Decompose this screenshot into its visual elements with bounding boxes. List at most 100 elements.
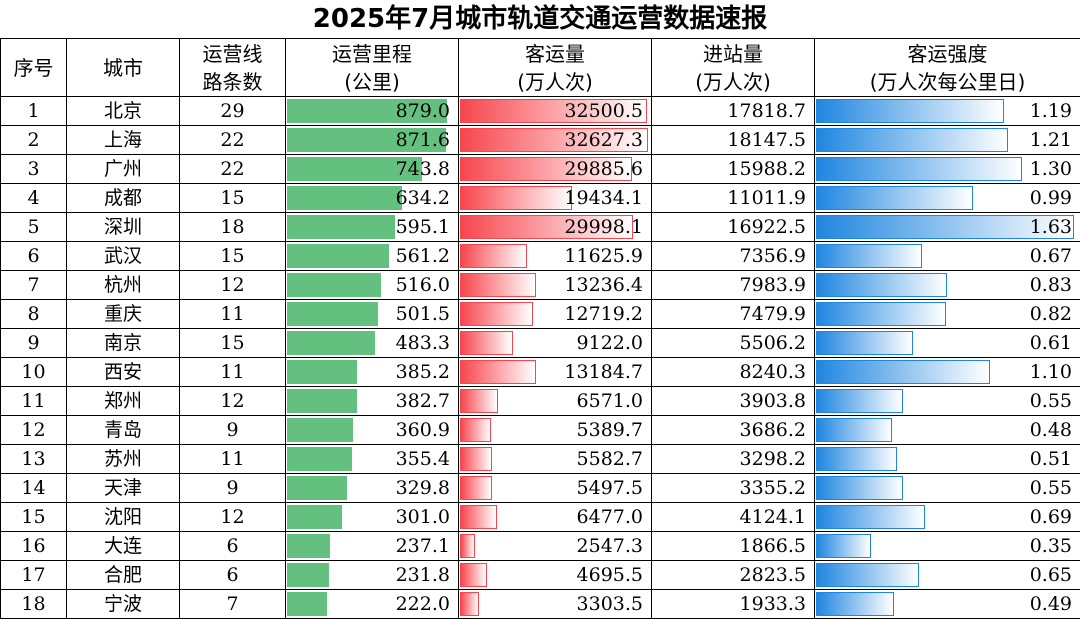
cell-mileage-value: 231.8 [396, 564, 450, 586]
cell-mileage: 483.3 [286, 329, 459, 358]
cell-lines-value: 9 [226, 477, 238, 499]
cell-intensity-value: 0.51 [1030, 448, 1072, 470]
cell-city: 西安 [67, 358, 180, 387]
cell-idx-value: 6 [27, 245, 39, 267]
cell-mileage-value: 382.7 [396, 390, 450, 412]
cell-passengers-value: 6571.0 [577, 390, 643, 412]
cell-passengers: 32500.5 [459, 97, 652, 126]
cell-lines: 18 [180, 213, 286, 242]
cell-idx-value: 4 [27, 187, 39, 209]
cell-idx-value: 7 [27, 274, 39, 296]
cell-passengers: 13236.4 [459, 271, 652, 300]
cell-passengers-value: 2547.3 [577, 535, 643, 557]
cell-idx-value: 9 [27, 332, 39, 354]
cell-idx: 3 [1, 155, 67, 184]
cell-intensity-value: 0.49 [1030, 593, 1072, 615]
header-city: 城市 [67, 39, 180, 97]
cell-idx: 18 [1, 590, 67, 619]
cell-lines-value: 7 [226, 593, 238, 615]
cell-lines-value: 6 [226, 535, 238, 557]
cell-idx-value: 3 [27, 158, 39, 180]
cell-lines: 29 [180, 97, 286, 126]
cell-intensity-bar [816, 331, 913, 355]
cell-passengers: 6477.0 [459, 503, 652, 532]
cell-passengers: 29998.1 [459, 213, 652, 242]
cell-mileage-value: 561.2 [396, 245, 450, 267]
cell-city: 杭州 [67, 271, 180, 300]
cell-entries-value: 8240.3 [740, 361, 806, 383]
cell-passengers-value: 6477.0 [577, 506, 643, 528]
cell-idx: 2 [1, 126, 67, 155]
cell-idx: 14 [1, 474, 67, 503]
cell-entries-value: 16922.5 [727, 216, 806, 238]
cell-city: 大连 [67, 532, 180, 561]
cell-intensity: 0.51 [815, 445, 1080, 474]
cell-passengers: 12719.2 [459, 300, 652, 329]
cell-mileage: 595.1 [286, 213, 459, 242]
cell-entries-value: 1866.5 [740, 535, 806, 557]
cell-entries: 18147.5 [652, 126, 815, 155]
cell-city-value: 北京 [104, 100, 142, 122]
cell-lines-value: 29 [220, 100, 244, 122]
cell-intensity-value: 0.69 [1030, 506, 1072, 528]
header-passengers: 客运量(万人次) [459, 39, 652, 97]
cell-lines-value: 15 [220, 332, 244, 354]
cell-intensity-value: 0.82 [1030, 303, 1072, 325]
cell-city-value: 合肥 [104, 564, 142, 586]
cell-city: 苏州 [67, 445, 180, 474]
cell-idx: 1 [1, 97, 67, 126]
cell-intensity-bar [816, 157, 1022, 181]
cell-city: 郑州 [67, 387, 180, 416]
cell-idx: 8 [1, 300, 67, 329]
cell-city: 沈阳 [67, 503, 180, 532]
cell-passengers-value: 32627.3 [564, 129, 643, 151]
cell-lines-value: 22 [220, 129, 244, 151]
cell-mileage-bar [287, 592, 327, 616]
page-title: 2025年7月城市轨道交通运营数据速报 [0, 0, 1080, 38]
cell-lines-value: 11 [220, 448, 244, 470]
cell-passengers-value: 29885.6 [564, 158, 643, 180]
cell-idx: 11 [1, 387, 67, 416]
cell-passengers-bar [460, 476, 492, 500]
cell-intensity-bar [816, 360, 990, 384]
cell-lines-value: 12 [220, 390, 244, 412]
cell-idx-value: 11 [21, 390, 45, 412]
cell-idx: 12 [1, 416, 67, 445]
cell-idx-value: 10 [21, 361, 45, 383]
cell-idx-value: 18 [21, 593, 45, 615]
cell-city-value: 宁波 [104, 593, 142, 615]
cell-intensity-value: 0.61 [1030, 332, 1072, 354]
cell-passengers: 32627.3 [459, 126, 652, 155]
cell-mileage: 501.5 [286, 300, 459, 329]
cell-passengers-value: 5389.7 [577, 419, 643, 441]
cell-mileage-bar [287, 534, 330, 558]
cell-entries-value: 15988.2 [727, 158, 806, 180]
cell-entries: 7479.9 [652, 300, 815, 329]
cell-entries: 3686.2 [652, 416, 815, 445]
cell-idx: 17 [1, 561, 67, 590]
cell-intensity: 0.65 [815, 561, 1080, 590]
cell-idx: 13 [1, 445, 67, 474]
cell-entries: 4124.1 [652, 503, 815, 532]
cell-mileage: 561.2 [286, 242, 459, 271]
cell-passengers-bar [460, 331, 513, 355]
cell-passengers-value: 13236.4 [564, 274, 643, 296]
cell-entries-value: 3686.2 [740, 419, 806, 441]
cell-mileage-bar [287, 447, 352, 471]
cell-city: 上海 [67, 126, 180, 155]
cell-entries: 1933.3 [652, 590, 815, 619]
cell-intensity: 0.55 [815, 387, 1080, 416]
cell-passengers-bar [460, 302, 533, 326]
cell-lines-value: 11 [220, 361, 244, 383]
cell-intensity: 1.10 [815, 358, 1080, 387]
